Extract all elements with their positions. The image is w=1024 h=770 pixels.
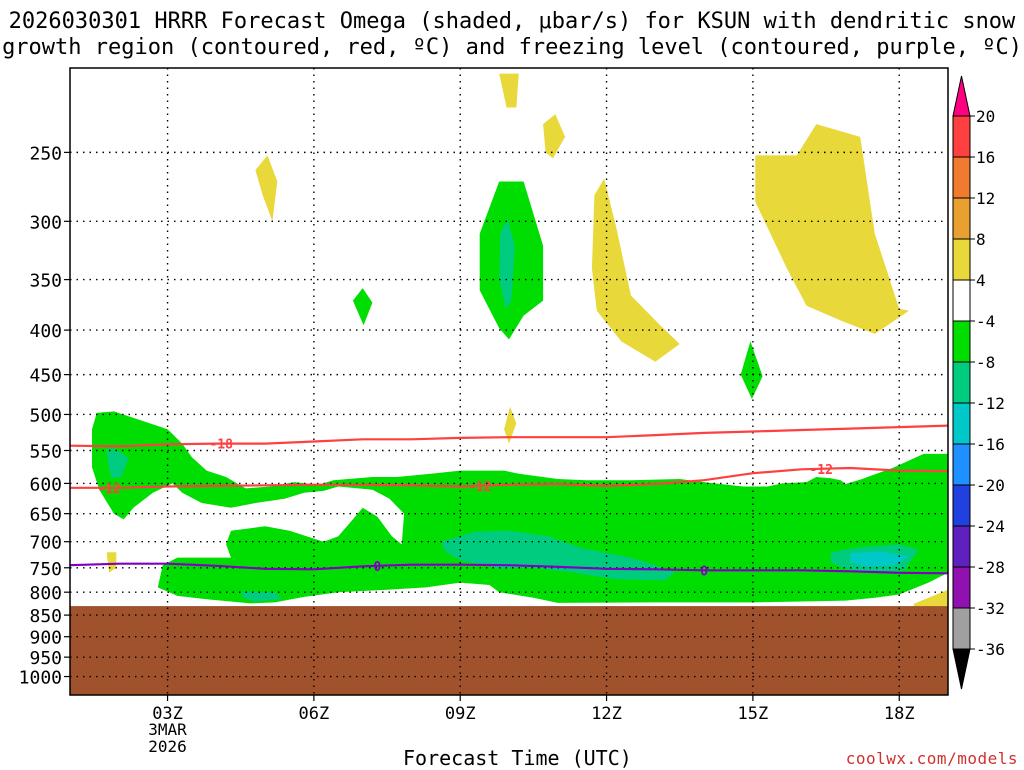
colorbar-segment-12 (952, 566, 971, 609)
omega-shade-yellow-hour16-block (755, 124, 909, 334)
colorbar-segment-3 (952, 197, 971, 240)
y-tick-label-1000: 1000 (19, 668, 62, 689)
x-year-label: 2026 (148, 737, 187, 756)
colorbar-label--4: -4 (976, 312, 995, 331)
omega-shade-green-lower-band (92, 411, 948, 604)
freezing-level-contour-1-label-1: 0 (373, 560, 381, 575)
y-tick-label-400: 400 (29, 321, 62, 342)
x-tick-label-03Z: 03Z (152, 704, 183, 724)
terrain-below-ground (70, 606, 948, 695)
omega-shade-cyan-hour17 (850, 551, 909, 567)
omega-shade-teal-hour10-upper (499, 218, 515, 309)
colorbar-segment-2 (952, 156, 971, 199)
colorbar-label-4: 4 (976, 271, 986, 290)
y-tick-label-250: 250 (29, 143, 62, 164)
colorbar-label-12: 12 (976, 189, 995, 208)
colorbar-segment-4 (952, 238, 971, 281)
omega-shade-yellow-hour12-plume (591, 178, 680, 362)
dendritic-contour-2 (70, 466, 948, 489)
colorbar-segment-13 (952, 607, 971, 650)
dendritic-contour-2-label-1: -12 (97, 482, 120, 497)
x-tick-label-12Z: 12Z (591, 704, 622, 724)
omega-shade-teal-hour5 (240, 591, 283, 602)
chart-title-line-1: 2026030301 HRRR Forecast Omega (shaded, … (8, 9, 1016, 34)
omega-shade-teal-hour2 (106, 449, 129, 479)
omega-shade-green-hour7 (352, 288, 373, 326)
colorbar-bottom-arrow (952, 648, 971, 690)
colorbar-label--8: -8 (976, 353, 995, 372)
x-axis-label: Forecast Time (UTC) (403, 746, 632, 770)
x-tick-label-06Z: 06Z (299, 704, 330, 724)
colorbar-top-arrow (952, 75, 971, 117)
colorbar-segment-11 (952, 525, 971, 568)
omega-shade-yellow-hour2-low (106, 552, 117, 573)
x-tick-label-18Z: 18Z (884, 704, 915, 724)
y-tick-label-500: 500 (29, 405, 62, 426)
colorbar-label--20: -20 (976, 476, 1005, 495)
colorbar-label--32: -32 (976, 599, 1005, 618)
colorbar-segment-10 (952, 484, 971, 527)
source-credit[interactable]: coolwx.com/models (845, 749, 1018, 768)
y-tick-label-600: 600 (29, 474, 62, 495)
colorbar-label--24: -24 (976, 517, 1005, 536)
y-tick-label-650: 650 (29, 505, 62, 526)
y-tick-label-300: 300 (29, 212, 62, 233)
colorbar-segment-9 (952, 443, 971, 486)
y-tick-label-850: 850 (29, 606, 62, 627)
colorbar-segment-1 (952, 115, 971, 158)
dendritic-contour-1-label-1: -18 (209, 438, 233, 453)
colorbar-label-16: 16 (976, 148, 995, 167)
colorbar-label-8: 8 (976, 230, 986, 249)
y-tick-label-450: 450 (29, 366, 62, 387)
colorbar-label--28: -28 (976, 558, 1005, 577)
colorbar: 20 16 12 8 4 -4 -8 -12 -16 -20 -24 -28 -32 -36 (952, 75, 1005, 690)
y-tick-label-900: 900 (29, 628, 62, 649)
dendritic-contour-1 (70, 424, 948, 448)
y-tick-label-550: 550 (29, 442, 62, 463)
omega-shade-green-hour15 (740, 341, 763, 399)
plot-border (69, 67, 949, 696)
colorbar-label--36: -36 (976, 640, 1005, 659)
freezing-level-contour-1 (70, 562, 948, 575)
dendritic-contour-2-label-3: -12 (809, 463, 832, 478)
y-tick-label-950: 950 (29, 648, 62, 669)
omega-shade-yellow-hour19-low (913, 589, 948, 607)
freezing-level-contour-1-label-2: 0 (700, 564, 708, 579)
plot-area: -18 -12 -12 -12 0 0 (70, 68, 948, 695)
omega-shade-yellow-hour10-top (499, 73, 519, 108)
chart-title-line-2: growth region (contoured, red, ºC) and f… (2, 35, 1022, 60)
x-tick-label-15Z: 15Z (738, 704, 769, 724)
x-date-label: 3MAR (148, 720, 187, 739)
x-tick-label-09Z: 09Z (445, 704, 476, 724)
colorbar-label--16: -16 (976, 435, 1005, 454)
y-tick-label-350: 350 (29, 271, 62, 292)
colorbar-label-20: 20 (976, 107, 995, 126)
dendritic-contour-2-label-2: -12 (468, 480, 491, 495)
colorbar-segment-6 (952, 320, 971, 363)
colorbar-segment-8 (952, 402, 971, 445)
y-tick-label-750: 750 (29, 559, 62, 580)
colorbar-segment-5 (952, 279, 971, 322)
omega-shade-yellow-hour5-upper (255, 155, 278, 222)
y-tick-label-800: 800 (29, 583, 62, 604)
y-tick-label-700: 700 (29, 533, 62, 554)
colorbar-label--12: -12 (976, 394, 1005, 413)
colorbar-segment-7 (952, 361, 971, 404)
omega-shade-yellow-hour10-mid (504, 406, 517, 444)
omega-shade-yellow-hour11 (543, 114, 566, 159)
